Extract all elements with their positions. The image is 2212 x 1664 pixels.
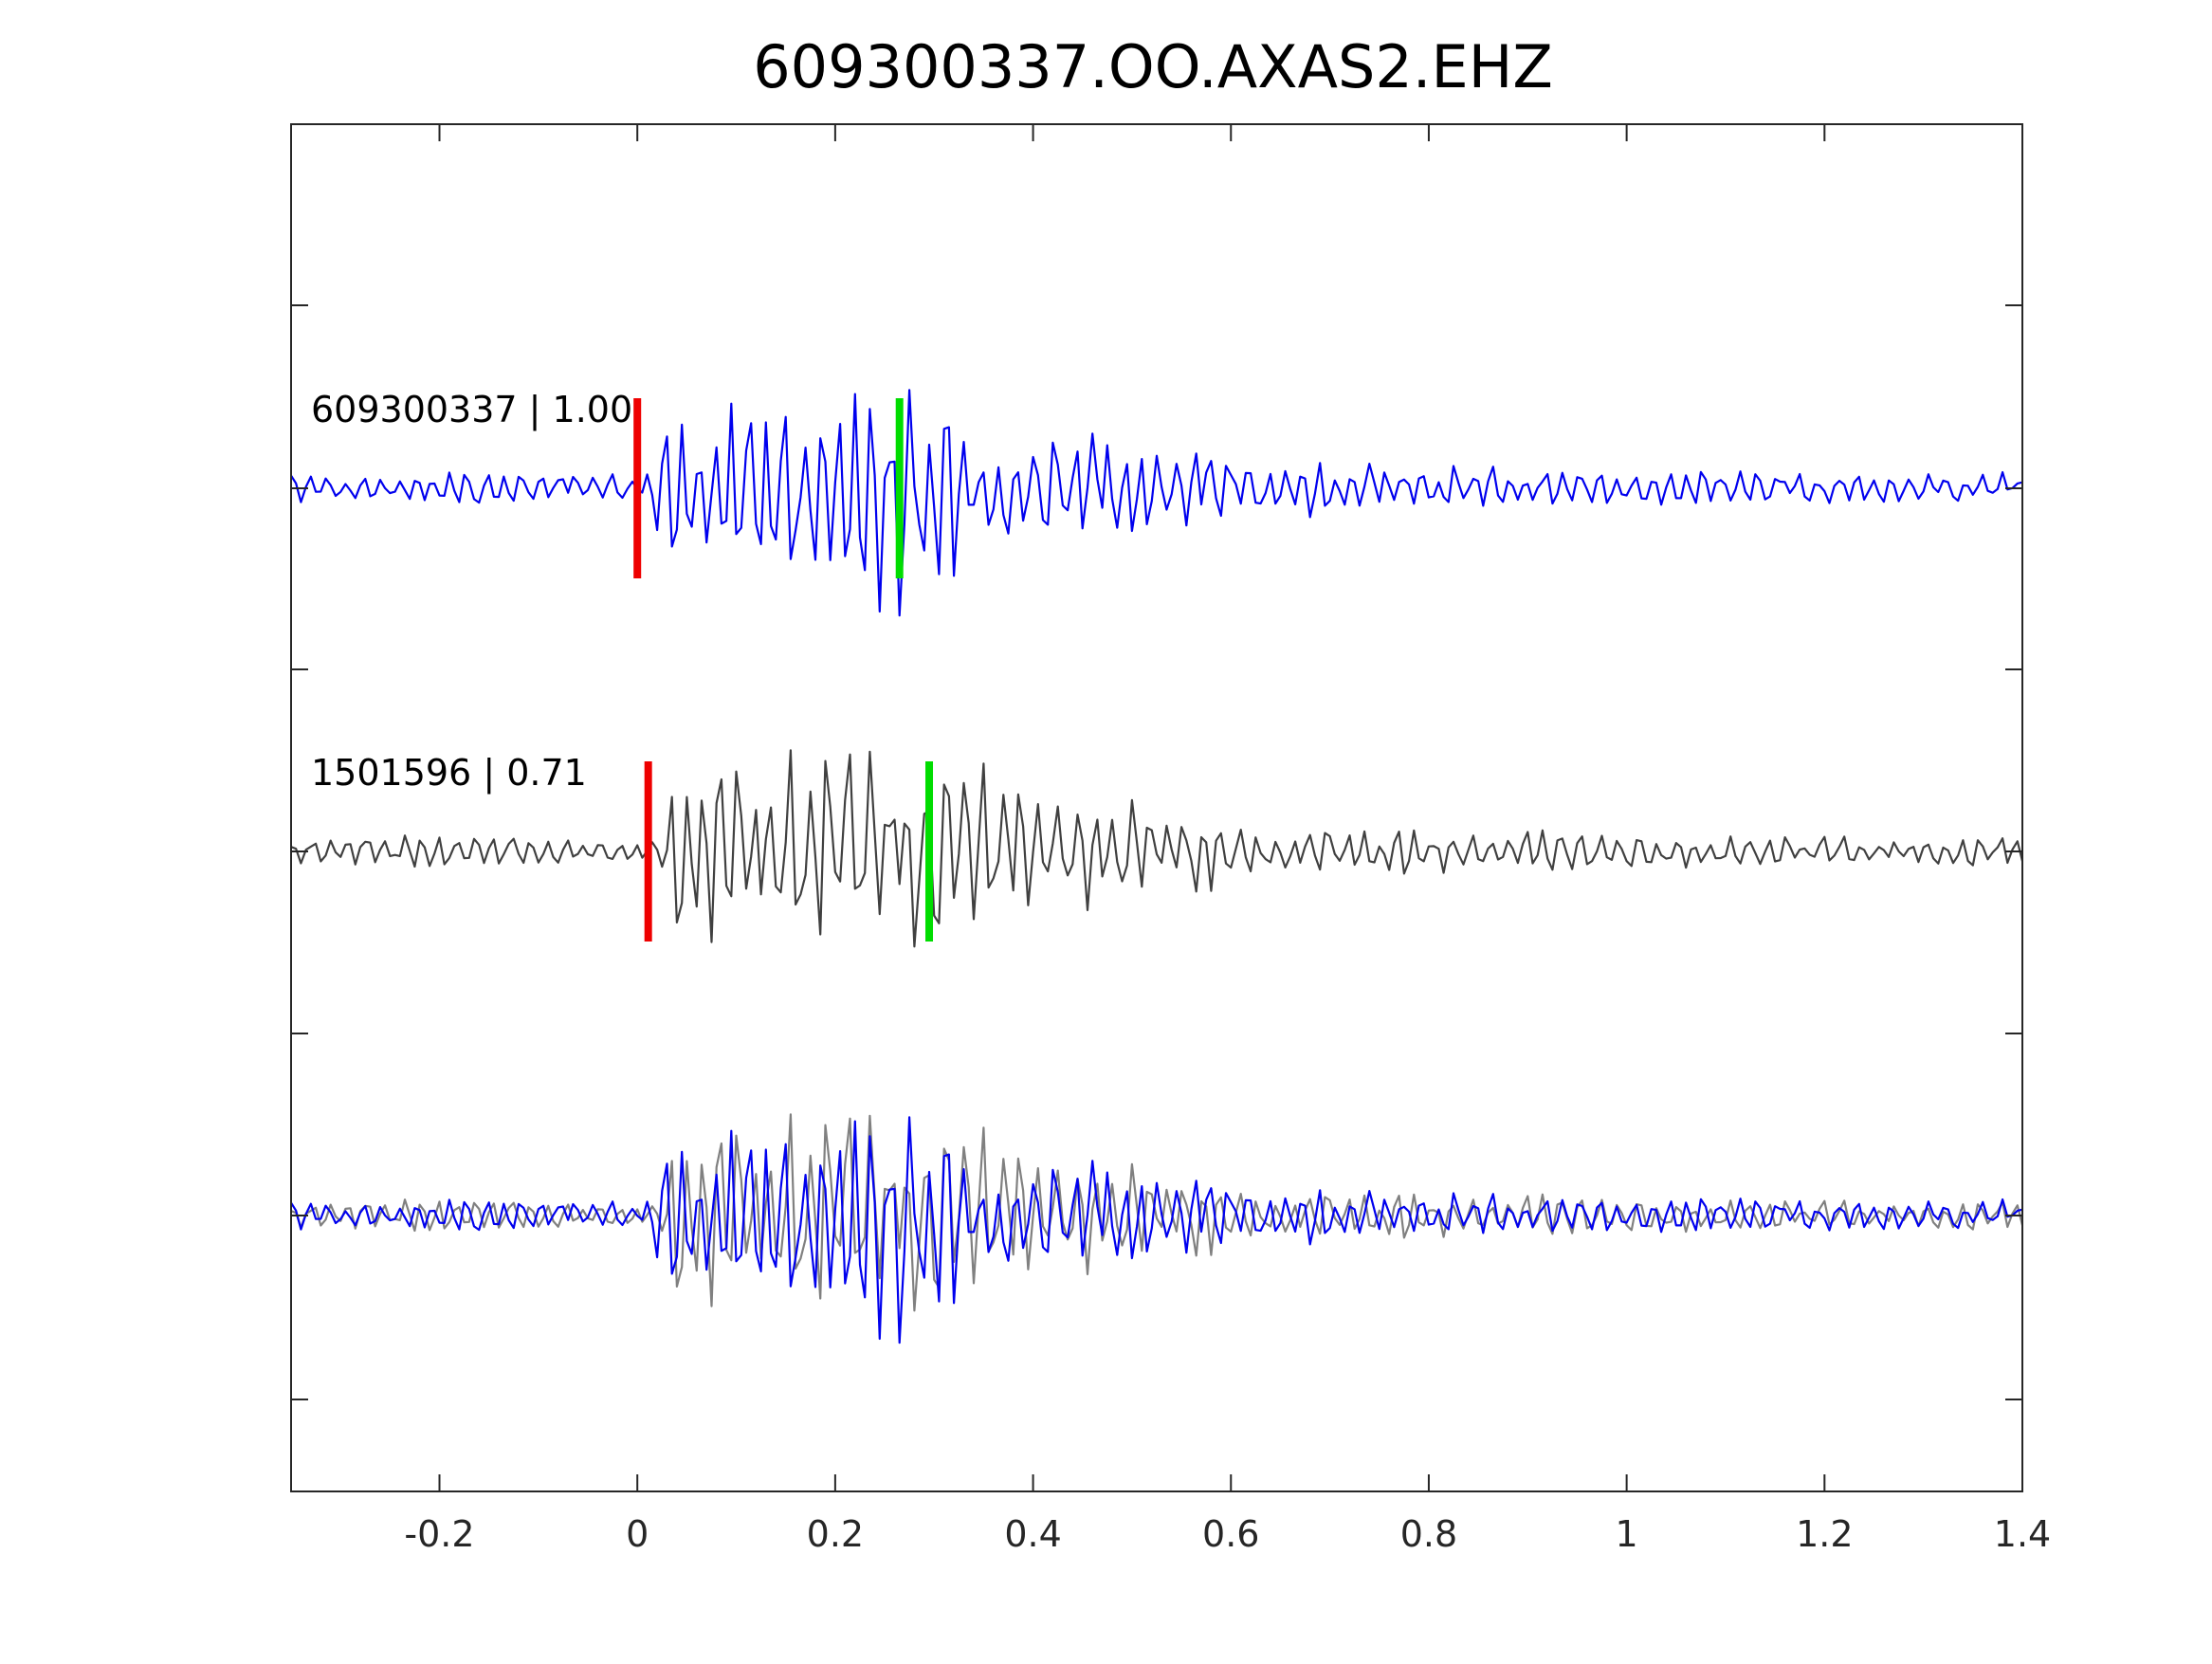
labels-layer: 609300337 | 1.00 1501596 | 0.71	[311, 389, 632, 795]
trace-label-1501596: 1501596 | 0.71	[311, 752, 587, 795]
overlay-trace-1501596	[290, 1113, 2024, 1312]
axes-layer: -0.2 0 0.2 0.4 0.6 0.8 1 1.2 1.4	[290, 123, 2051, 1555]
x-tick-label: 0.4	[1004, 1513, 1061, 1555]
trace-label-609300337: 609300337 | 1.00	[311, 389, 632, 431]
trace-609300337	[290, 389, 2023, 617]
x-tick-label: 0.6	[1202, 1513, 1259, 1555]
x-tick-label: 0.8	[1400, 1513, 1457, 1555]
overlay-trace-609300337	[290, 1116, 2023, 1344]
x-tick-label: 0.2	[807, 1513, 864, 1555]
x-tick-label: -0.2	[404, 1513, 474, 1555]
axes-box	[290, 123, 2023, 1492]
x-tick-label: 1.2	[1796, 1513, 1853, 1555]
picks-layer	[633, 398, 934, 942]
x-tick-label: 0	[626, 1513, 649, 1555]
x-tick-label: 1	[1616, 1513, 1638, 1555]
traces-layer	[290, 389, 2024, 1344]
chart-title: 609300337.OO.AXAS2.EHZ	[753, 32, 1553, 101]
trace-1501596	[290, 749, 2024, 948]
x-tick-label: 1.4	[1994, 1513, 2051, 1555]
